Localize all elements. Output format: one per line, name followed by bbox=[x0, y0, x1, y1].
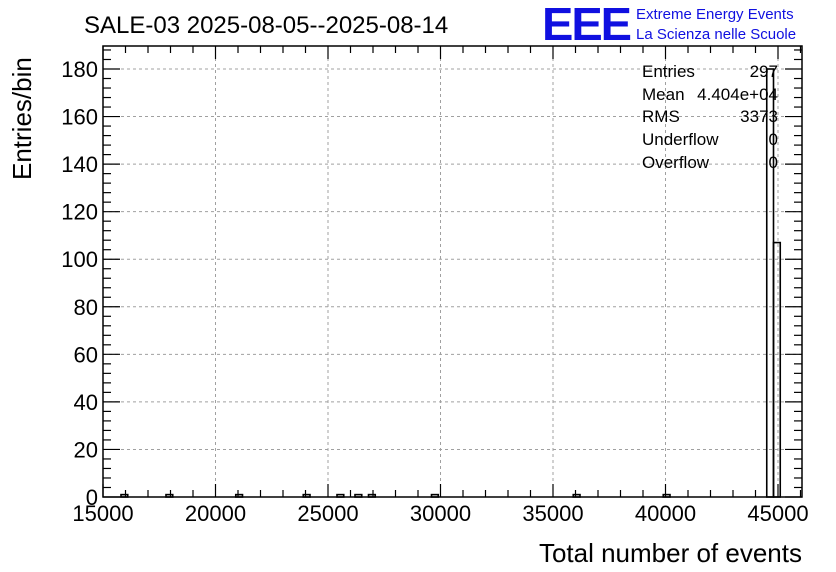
y-tick-label: 20 bbox=[74, 437, 98, 462]
eee-logo-line1: Extreme Energy Events bbox=[636, 6, 794, 23]
stats-rms-label: RMS bbox=[642, 107, 680, 126]
x-axis-label: Total number of events bbox=[539, 538, 802, 568]
chart-title: SALE-03 2025-08-05--2025-08-14 bbox=[84, 12, 448, 39]
stats-overflow-label: Overflow bbox=[642, 153, 710, 172]
stats-box: Entries 297 Mean 4.404e+04 RMS 3373 Unde… bbox=[642, 62, 778, 172]
y-tick-label: 100 bbox=[61, 247, 98, 272]
y-axis-label: Entries/bin bbox=[7, 57, 37, 180]
y-tick-label: 140 bbox=[61, 152, 98, 177]
y-tick-labels: 0 20 40 60 80 100 120 140 160 180 bbox=[61, 57, 98, 510]
grid-lines bbox=[103, 46, 802, 497]
x-tick-label: 15000 bbox=[72, 501, 133, 526]
x-tick-label: 25000 bbox=[297, 501, 358, 526]
stats-underflow-label: Underflow bbox=[642, 130, 719, 149]
y-tick-label: 60 bbox=[74, 342, 98, 367]
y-tick-label: 120 bbox=[61, 200, 98, 225]
stats-mean-value: 4.404e+04 bbox=[697, 85, 778, 104]
stats-entries-label: Entries bbox=[642, 62, 695, 81]
plot-frame bbox=[102, 45, 803, 498]
eee-logo-line2: La Scienza nelle Scuole bbox=[636, 26, 796, 43]
x-tick-label: 20000 bbox=[185, 501, 246, 526]
y-tick-label: 80 bbox=[74, 295, 98, 320]
y-tick-label: 40 bbox=[74, 390, 98, 415]
x-tick-label: 35000 bbox=[522, 501, 583, 526]
axis-ticks bbox=[102, 46, 802, 498]
stats-overflow-value: 0 bbox=[769, 153, 778, 172]
y-tick-label: 0 bbox=[86, 485, 98, 510]
x-tick-label: 40000 bbox=[635, 501, 696, 526]
stats-underflow-value: 0 bbox=[769, 130, 778, 149]
histogram-bin bbox=[772, 241, 782, 498]
x-tick-label: 45000 bbox=[747, 501, 808, 526]
x-tick-labels: 15000 20000 25000 30000 35000 40000 45000 bbox=[72, 501, 808, 526]
y-tick-label: 160 bbox=[61, 105, 98, 130]
eee-logo-text: EEE bbox=[542, 0, 630, 50]
stats-mean-label: Mean bbox=[642, 85, 685, 104]
eee-logo: EEE Extreme Energy Events La Scienza nel… bbox=[542, 0, 796, 50]
stats-rms-value: 3373 bbox=[740, 107, 778, 126]
x-tick-label: 30000 bbox=[410, 501, 471, 526]
stats-entries-value: 297 bbox=[750, 62, 778, 81]
y-tick-label: 180 bbox=[61, 57, 98, 82]
